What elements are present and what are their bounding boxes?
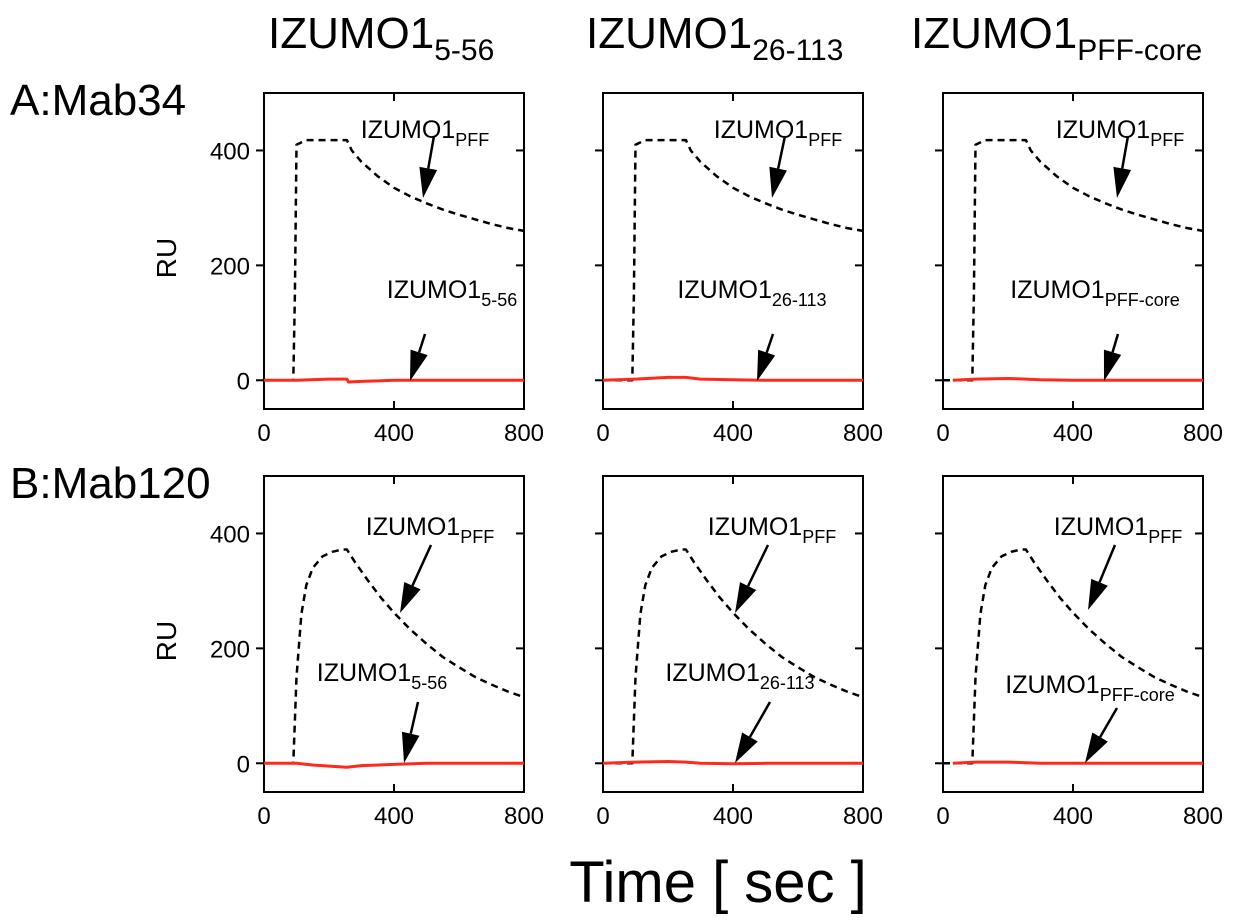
chart-panel: 0 400 800 IZUMO1PFF IZUMO126-113 — [595, 475, 883, 830]
row-label: A:Mab34 — [10, 76, 186, 125]
x-tick-label: 0 — [596, 803, 609, 830]
arrow-head — [735, 732, 758, 763]
x-tick-label: 400 — [1053, 420, 1093, 447]
x-tick-label: 0 — [257, 420, 270, 447]
x-tick-label: 400 — [374, 420, 414, 447]
arrow-head — [769, 166, 787, 198]
arrow-shaft — [409, 701, 420, 735]
series-label: IZUMO1PFF — [714, 116, 842, 150]
sample-series-line — [264, 377, 524, 384]
x-tick-label: 800 — [504, 420, 544, 447]
arrow-shaft — [411, 544, 433, 587]
y-tick-label: 400 — [210, 521, 250, 548]
arrow-shaft — [1111, 333, 1120, 353]
chart-panel: 0 400 800 0 200 400 RU IZUMO1PFF IZUMO15-56 — [151, 475, 544, 830]
arrow-shaft — [746, 544, 770, 587]
x-tick-label: 800 — [1183, 420, 1223, 447]
reference-series-line — [264, 548, 525, 765]
reference-series-line — [943, 138, 1204, 382]
arrow-head — [400, 581, 421, 613]
series-label: IZUMO1PFF-core — [1005, 671, 1174, 705]
arrow-head — [1103, 349, 1122, 381]
series-label: IZUMO1PFF — [366, 513, 494, 547]
sample-series-line — [952, 377, 1203, 382]
sample-series-line — [602, 375, 863, 382]
x-tick-label: 400 — [713, 420, 753, 447]
chart-panel: 0 400 800 0 200 400 RU IZUMO1PFF IZUMO15-56 — [151, 92, 544, 447]
x-tick-label: 0 — [936, 803, 949, 830]
x-tick-label: 400 — [374, 803, 414, 830]
arrow-shaft — [1098, 544, 1117, 583]
y-axis-label: RU — [151, 621, 182, 661]
reference-series-line — [943, 548, 1204, 765]
x-tick-label: 800 — [504, 803, 544, 830]
y-tick-label: 200 — [210, 253, 250, 280]
arrow-head — [419, 166, 438, 198]
series-label: IZUMO1PFF — [708, 513, 836, 547]
arrow-head — [735, 582, 757, 613]
row-label: B:Mab120 — [10, 459, 211, 508]
x-tick-label: 800 — [843, 420, 883, 447]
series-label: IZUMO1PFF — [1054, 513, 1182, 547]
y-tick-label: 400 — [210, 138, 250, 165]
x-tick-label: 800 — [843, 803, 883, 830]
sample-series-line — [264, 761, 524, 769]
reference-series-line — [603, 548, 864, 765]
series-label: IZUMO1PFF-core — [1010, 276, 1179, 310]
chart-panel: 0 400 800 IZUMO1PFF IZUMO1PFF-core — [935, 475, 1223, 830]
series-label: IZUMO126-113 — [677, 276, 826, 310]
arrow-shaft — [417, 333, 427, 353]
y-tick-label: 0 — [237, 368, 250, 395]
sample-series-line — [602, 760, 863, 766]
x-tick-label: 0 — [596, 420, 609, 447]
x-tick-label: 400 — [713, 803, 753, 830]
series-label: IZUMO126-113 — [665, 659, 814, 693]
reference-series-line — [264, 138, 525, 382]
arrow-shaft — [1121, 135, 1130, 169]
column-title: IZUMO15-56 — [268, 9, 494, 67]
arrow-shaft — [776, 135, 787, 169]
sample-series-line — [952, 760, 1203, 765]
chart-panel: 0 400 800 IZUMO1PFF IZUMO1PFF-core — [935, 92, 1223, 447]
x-tick-label: 800 — [1183, 803, 1223, 830]
y-axis-label: RU — [151, 238, 182, 278]
chart-panel: 0 400 800 IZUMO1PFF IZUMO126-113 — [595, 92, 883, 447]
arrow-head — [401, 731, 420, 763]
arrow-shaft — [427, 135, 436, 169]
arrow-head — [757, 349, 776, 381]
arrow-shaft — [1099, 707, 1119, 738]
arrow-shaft — [765, 333, 775, 354]
x-tick-label: 400 — [1053, 803, 1093, 830]
y-tick-label: 0 — [237, 751, 250, 778]
x-tick-label: 0 — [936, 420, 949, 447]
series-label: IZUMO15-56 — [387, 276, 517, 310]
x-tick-label: 0 — [257, 803, 270, 830]
series-label: IZUMO15-56 — [317, 659, 447, 693]
arrow-shaft — [748, 701, 772, 738]
reference-series-line — [603, 138, 864, 382]
column-title: IZUMO126-113 — [586, 9, 843, 67]
x-axis-label: Time [ sec ] — [569, 850, 867, 915]
series-label: IZUMO1PFF — [361, 116, 489, 150]
series-label: IZUMO1PFF — [1056, 116, 1184, 150]
column-title: IZUMO1PFF-core — [911, 9, 1202, 67]
arrow-head — [1088, 578, 1108, 610]
y-tick-label: 200 — [210, 636, 250, 663]
arrow-head — [410, 349, 428, 381]
arrow-head — [1113, 166, 1132, 198]
arrow-head — [1085, 732, 1108, 763]
